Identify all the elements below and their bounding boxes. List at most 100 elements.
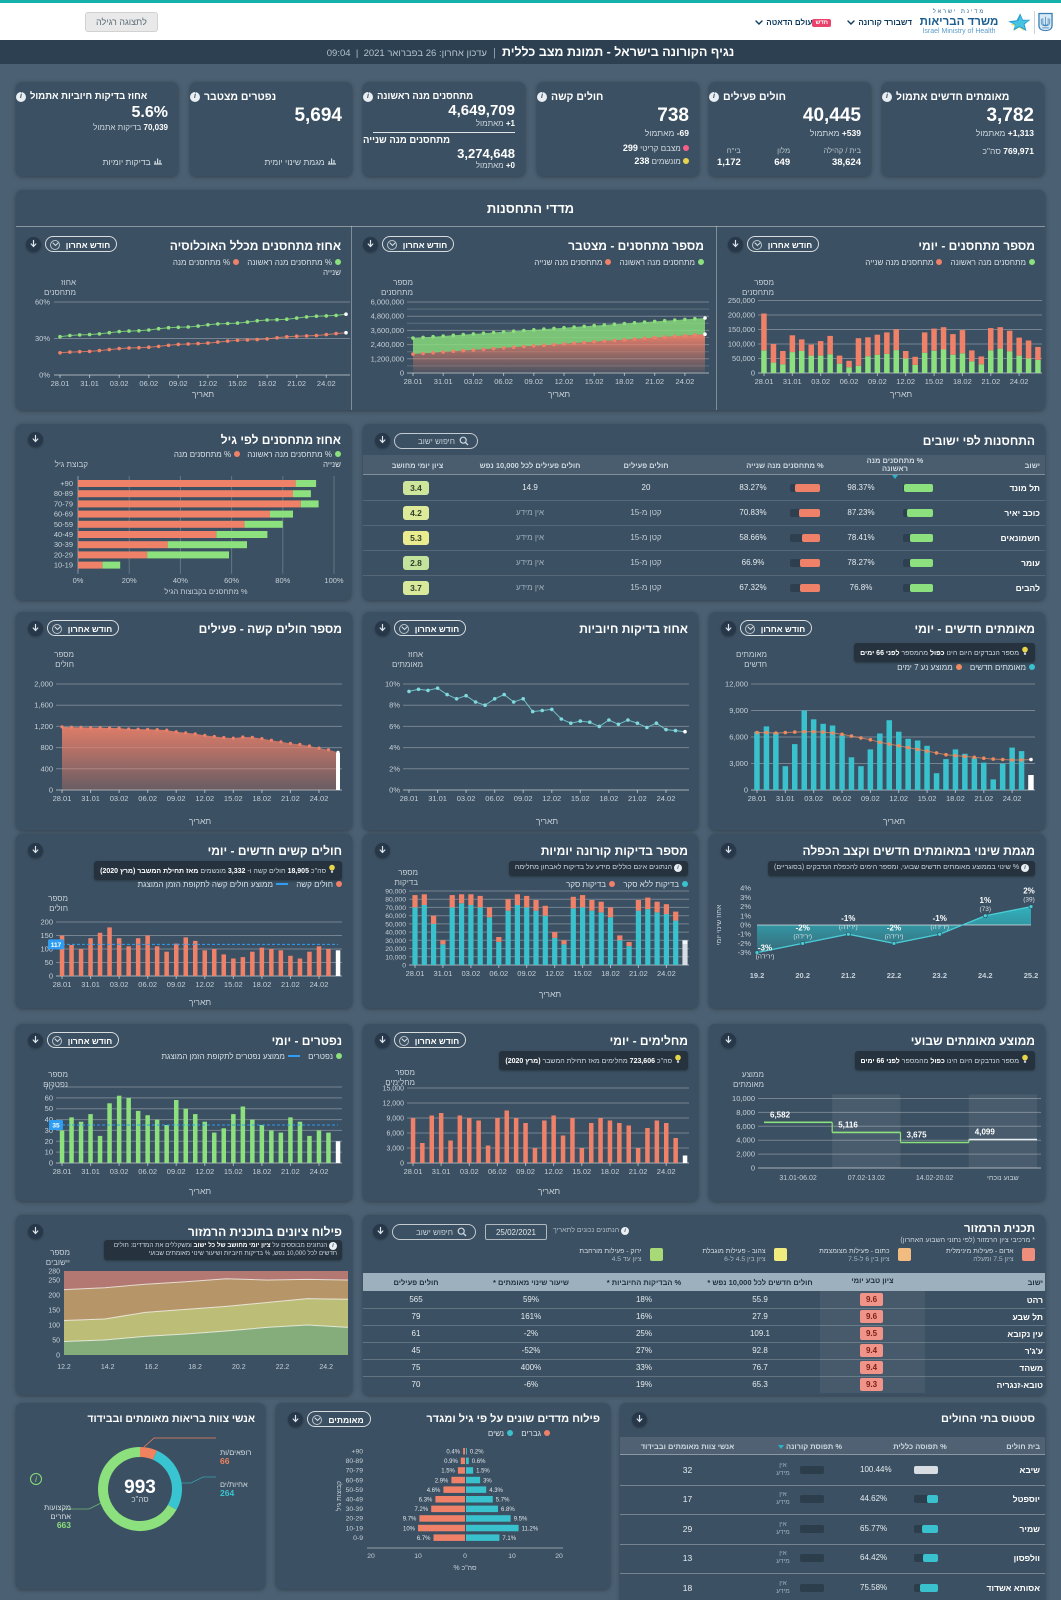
svg-text:70,000: 70,000 bbox=[385, 905, 406, 912]
svg-text:0-9: 0-9 bbox=[353, 1535, 363, 1542]
svg-text:18.02: 18.02 bbox=[615, 377, 634, 386]
svg-text:06.02: 06.02 bbox=[138, 794, 157, 803]
svg-text:0.6%: 0.6% bbox=[472, 1459, 486, 1465]
svg-text:20,000: 20,000 bbox=[385, 946, 406, 953]
svg-text:-1%: -1% bbox=[933, 914, 947, 923]
svg-text:21.02: 21.02 bbox=[974, 794, 993, 803]
svg-text:10: 10 bbox=[45, 1148, 53, 1157]
svg-text:28.01: 28.01 bbox=[755, 377, 774, 386]
svg-text:6.8%: 6.8% bbox=[501, 1507, 515, 1513]
svg-text:4%: 4% bbox=[389, 743, 400, 752]
svg-text:03.02: 03.02 bbox=[804, 794, 823, 803]
svg-text:06.02: 06.02 bbox=[488, 1167, 507, 1176]
svg-text:-2%: -2% bbox=[887, 923, 901, 932]
svg-text:30: 30 bbox=[45, 1126, 53, 1135]
svg-text:03.02: 03.02 bbox=[811, 377, 830, 386]
svg-text:31.01: 31.01 bbox=[81, 980, 100, 989]
svg-text:21.02: 21.02 bbox=[981, 377, 1000, 386]
svg-text:31.01: 31.01 bbox=[434, 969, 453, 978]
svg-text:0: 0 bbox=[402, 963, 406, 970]
svg-text:31.01: 31.01 bbox=[434, 377, 453, 386]
svg-text:30,000: 30,000 bbox=[385, 938, 406, 945]
svg-text:50: 50 bbox=[52, 1338, 60, 1345]
svg-text:35: 35 bbox=[52, 1123, 60, 1130]
svg-text:21.02: 21.02 bbox=[628, 794, 647, 803]
svg-text:6,000: 6,000 bbox=[736, 1122, 755, 1131]
svg-text:31.01: 31.01 bbox=[81, 794, 100, 803]
svg-text:3,675: 3,675 bbox=[907, 1131, 928, 1140]
svg-text:24.02: 24.02 bbox=[310, 794, 329, 803]
svg-text:(ירידה): (ירידה) bbox=[885, 933, 904, 940]
svg-text:אחוז שינוי יומי: אחוז שינוי יומי bbox=[716, 904, 723, 945]
svg-text:18.2: 18.2 bbox=[188, 1364, 202, 1371]
svg-text:30%: 30% bbox=[35, 334, 50, 343]
svg-text:4,099: 4,099 bbox=[975, 1128, 996, 1137]
svg-text:-1%: -1% bbox=[841, 914, 855, 923]
svg-text:0: 0 bbox=[49, 972, 53, 981]
svg-text:28.01: 28.01 bbox=[51, 379, 70, 388]
svg-text:40: 40 bbox=[45, 1115, 53, 1124]
svg-text:25.2: 25.2 bbox=[1024, 971, 1039, 980]
svg-text:12,000: 12,000 bbox=[383, 1101, 405, 1108]
svg-text:12.02: 12.02 bbox=[544, 1167, 563, 1176]
svg-text:24.02: 24.02 bbox=[1003, 794, 1022, 803]
svg-text:(39): (39) bbox=[1023, 897, 1035, 904]
svg-text:03.02: 03.02 bbox=[110, 794, 129, 803]
svg-text:24.2: 24.2 bbox=[978, 971, 993, 980]
svg-text:20.2: 20.2 bbox=[795, 971, 810, 980]
svg-text:10,000: 10,000 bbox=[385, 954, 406, 961]
svg-text:40,000: 40,000 bbox=[385, 930, 406, 937]
svg-text:50,000: 50,000 bbox=[732, 354, 755, 363]
svg-text:0%: 0% bbox=[73, 576, 84, 585]
svg-text:-3%: -3% bbox=[738, 948, 752, 957]
svg-text:0.9%: 0.9% bbox=[444, 1459, 458, 1465]
svg-text:6.7%: 6.7% bbox=[417, 1536, 431, 1542]
svg-text:0: 0 bbox=[49, 786, 53, 795]
svg-text:30-39: 30-39 bbox=[346, 1506, 364, 1513]
svg-text:0: 0 bbox=[49, 1159, 53, 1168]
svg-text:1,200,000: 1,200,000 bbox=[371, 354, 404, 363]
svg-text:09.02: 09.02 bbox=[868, 377, 887, 386]
svg-text:60-69: 60-69 bbox=[346, 1477, 364, 1484]
svg-text:6,000,000: 6,000,000 bbox=[371, 298, 404, 307]
svg-text:6,000: 6,000 bbox=[386, 1131, 404, 1138]
svg-text:60%: 60% bbox=[224, 576, 239, 585]
svg-text:40-49: 40-49 bbox=[346, 1497, 364, 1504]
svg-text:12.02: 12.02 bbox=[896, 377, 915, 386]
svg-text:14.02-20.02: 14.02-20.02 bbox=[916, 1175, 953, 1182]
svg-text:09.02: 09.02 bbox=[517, 969, 536, 978]
svg-text:03.02: 03.02 bbox=[110, 980, 129, 989]
svg-text:28.01: 28.01 bbox=[53, 794, 72, 803]
svg-text:9,000: 9,000 bbox=[386, 1116, 404, 1123]
svg-text:14.2: 14.2 bbox=[101, 1364, 115, 1371]
svg-text:3%: 3% bbox=[740, 893, 751, 902]
svg-text:09.02: 09.02 bbox=[861, 794, 880, 803]
svg-text:10-19: 10-19 bbox=[346, 1525, 364, 1532]
svg-text:15.02: 15.02 bbox=[918, 794, 937, 803]
svg-text:1.5%: 1.5% bbox=[441, 1469, 455, 1475]
svg-text:50: 50 bbox=[45, 958, 53, 967]
svg-text:21.02: 21.02 bbox=[281, 1167, 300, 1176]
svg-text:03.02: 03.02 bbox=[110, 379, 129, 388]
svg-text:10: 10 bbox=[414, 1553, 422, 1560]
svg-text:12.02: 12.02 bbox=[199, 379, 218, 388]
svg-text:-3%: -3% bbox=[758, 944, 772, 953]
svg-text:03.02: 03.02 bbox=[460, 1167, 479, 1176]
svg-text:10,000: 10,000 bbox=[732, 1094, 755, 1103]
svg-text:18.02: 18.02 bbox=[253, 1167, 272, 1176]
svg-text:400: 400 bbox=[40, 764, 53, 773]
svg-text:18.02: 18.02 bbox=[601, 969, 620, 978]
svg-text:+90: +90 bbox=[351, 1449, 363, 1456]
svg-text:50: 50 bbox=[45, 1104, 53, 1113]
svg-text:28.01: 28.01 bbox=[404, 377, 423, 386]
svg-text:10: 10 bbox=[508, 1553, 516, 1560]
svg-text:100: 100 bbox=[48, 1323, 60, 1330]
svg-text:50-59: 50-59 bbox=[346, 1487, 364, 1494]
svg-text:6,582: 6,582 bbox=[770, 1110, 791, 1119]
svg-text:28.01: 28.01 bbox=[404, 1167, 423, 1176]
svg-text:קבוצות גיל: קבוצות גיל bbox=[335, 1481, 343, 1511]
svg-text:12.02: 12.02 bbox=[889, 794, 908, 803]
svg-text:28.01: 28.01 bbox=[400, 794, 419, 803]
svg-text:+90: +90 bbox=[60, 479, 73, 488]
svg-text:50-59: 50-59 bbox=[54, 520, 73, 529]
